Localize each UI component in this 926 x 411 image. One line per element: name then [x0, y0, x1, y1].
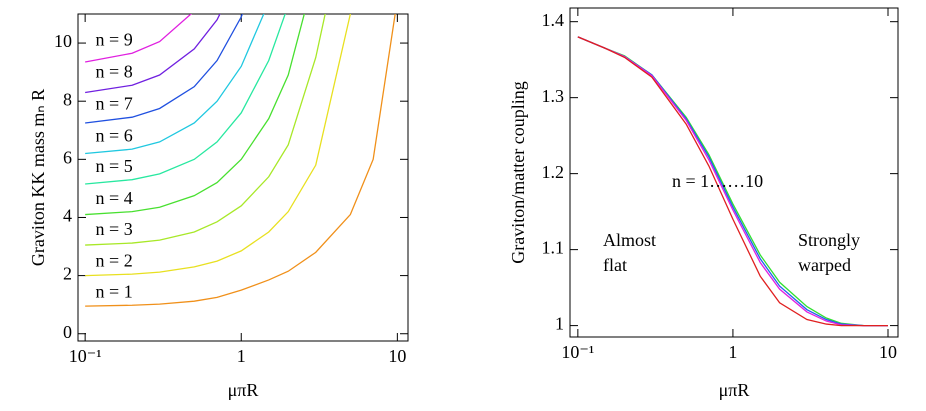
- curve-label: n = 2: [96, 250, 133, 270]
- curve: [85, 14, 244, 124]
- y-tick-label: 6: [63, 147, 72, 167]
- y-tick-label: 2: [63, 264, 72, 284]
- curve-label: n = 8: [96, 61, 133, 81]
- y-axis-label: Graviton KK mass mₙ R: [28, 89, 48, 266]
- annotation: warped: [798, 255, 851, 275]
- curve: [577, 36, 888, 327]
- annotation: n = 1……10: [672, 171, 763, 191]
- y-tick-label: 1.4: [542, 10, 565, 30]
- curve: [577, 36, 888, 327]
- y-tick-label: 1.2: [542, 162, 565, 182]
- annotation: Almost: [603, 230, 656, 250]
- curve: [85, 14, 221, 94]
- curve: [85, 14, 396, 307]
- y-axis-label: Graviton/matter coupling: [508, 81, 528, 263]
- plot-frame: [569, 7, 899, 338]
- plot-area: [85, 14, 396, 307]
- x-axis-label: μπR: [228, 380, 259, 400]
- curve-label: n = 7: [96, 93, 133, 113]
- curve: [85, 14, 192, 63]
- curve-label: n = 3: [96, 219, 133, 239]
- plot-area: [577, 36, 888, 327]
- curve-label: n = 1: [96, 281, 133, 301]
- curve-label: n = 6: [96, 125, 133, 145]
- y-tick-label: 1: [555, 314, 564, 334]
- y-tick-label: 4: [63, 206, 72, 226]
- curve-label: n = 9: [96, 29, 133, 49]
- y-tick-label: 10: [54, 31, 72, 51]
- curve: [85, 14, 265, 155]
- x-tick-label: 1: [728, 342, 737, 362]
- y-tick-label: 0: [63, 322, 72, 342]
- x-tick-label: 10: [388, 346, 406, 366]
- x-tick-label: 10: [879, 342, 897, 362]
- y-tick-label: 8: [63, 89, 72, 109]
- x-tick-label: 1: [237, 346, 246, 366]
- y-tick-label: 1.3: [542, 86, 565, 106]
- annotation: Strongly: [798, 230, 860, 250]
- curve: [85, 14, 326, 246]
- annotation: flat: [603, 255, 627, 275]
- y-tick-label: 1.1: [542, 238, 565, 258]
- curve: [85, 14, 305, 216]
- x-tick-label: 10⁻¹: [561, 342, 594, 362]
- curve: [85, 14, 286, 185]
- curve: [85, 14, 351, 277]
- x-tick-label: 10⁻¹: [69, 346, 102, 366]
- curve-label: n = 5: [96, 156, 133, 176]
- curve-label: n = 4: [96, 188, 133, 208]
- x-axis-label: μπR: [719, 380, 750, 400]
